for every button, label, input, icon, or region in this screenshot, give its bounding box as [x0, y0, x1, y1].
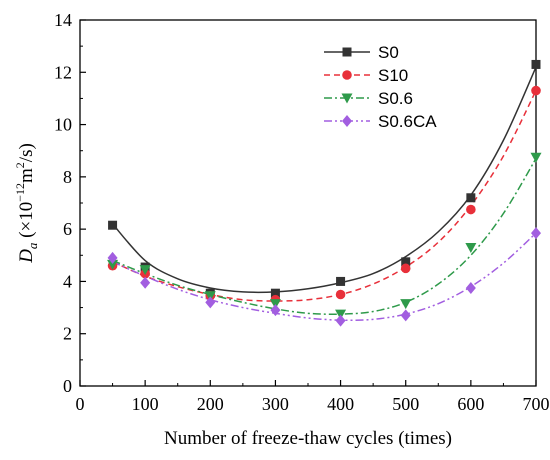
- y-tick-label: 14: [54, 10, 72, 30]
- fit-line-s0: [112, 66, 537, 294]
- point-s0: [108, 220, 118, 230]
- y-tick-label: 4: [63, 271, 72, 291]
- y-tick-label: 8: [63, 167, 72, 187]
- x-tick-label: 700: [523, 394, 550, 414]
- legend-label-s10: S10: [378, 66, 408, 85]
- point-s0-6: [269, 299, 281, 310]
- point-s0-6: [400, 299, 412, 310]
- point-s10: [466, 204, 476, 215]
- point-s0: [401, 257, 411, 267]
- point-s0-6: [107, 259, 119, 270]
- point-s10: [400, 263, 411, 274]
- legend-label-s0-6: S0.6: [378, 89, 413, 108]
- point-s0-6ca: [140, 276, 151, 289]
- x-tick-label: 600: [457, 394, 484, 414]
- legend-marker-s0-6ca: [342, 115, 352, 127]
- y-tick-label: 0: [63, 376, 72, 396]
- point-s10: [335, 289, 346, 300]
- x-axis-title: Number of freeze-thaw cycles (times): [164, 428, 452, 449]
- plot-frame: [79, 19, 537, 387]
- point-s0-6ca: [465, 281, 476, 294]
- x-tick-label: 0: [76, 394, 85, 414]
- point-s0-6ca: [335, 314, 346, 327]
- point-s0-6ca: [107, 251, 118, 264]
- legend-marker-s10: [342, 70, 352, 80]
- y-axis-unit-end: /s): [16, 143, 37, 162]
- point-s10: [531, 85, 541, 96]
- point-s0-6ca: [205, 296, 216, 309]
- legend-label-s0: S0: [378, 43, 399, 62]
- data-markers: [107, 59, 542, 327]
- x-tick-label: 200: [197, 394, 224, 414]
- x-tick-label: 400: [327, 394, 354, 414]
- point-s0-6ca: [531, 227, 541, 240]
- point-s0: [270, 288, 280, 298]
- x-axis: 0 100 200 300 400 500 600 700: [76, 380, 550, 414]
- point-s0: [336, 276, 346, 286]
- y-axis-title: Da (×10−12m2/s): [13, 143, 40, 264]
- x-tick-label: 100: [132, 394, 159, 414]
- y-axis: 0 2 4 6 8 10 12 14: [54, 10, 86, 396]
- plot-area: [79, 19, 542, 387]
- y-tick-label: 2: [63, 324, 72, 344]
- y-axis-unit-open: (×10: [16, 202, 37, 243]
- point-s0: [531, 59, 541, 69]
- legend-marker-s0-6: [341, 93, 353, 104]
- y-tick-label: 6: [63, 219, 72, 239]
- point-s0: [466, 193, 476, 203]
- point-s0-6: [465, 242, 477, 253]
- y-tick-label: 12: [54, 62, 72, 82]
- y-tick-label: 10: [54, 115, 72, 135]
- point-s0-6ca: [400, 309, 411, 322]
- point-s0-6: [204, 291, 216, 302]
- legend-label-s0-6ca: S0.6CA: [378, 112, 437, 131]
- point-s0-6ca: [270, 304, 281, 317]
- fit-line-s0-6: [112, 158, 537, 315]
- x-tick-label: 500: [392, 394, 419, 414]
- legend-marker-s0: [342, 47, 352, 57]
- point-s0-6: [530, 152, 542, 163]
- y-axis-subscript: a: [25, 242, 40, 249]
- legend: S0 S10 S0.6 S0.6CA: [324, 43, 437, 131]
- y-axis-unit-mid: m: [16, 168, 37, 183]
- x-tick-label: 300: [262, 394, 289, 414]
- y-axis-exponent: −12: [13, 183, 27, 202]
- y-axis-symbol: D: [16, 249, 37, 264]
- y-axis-unit-exp: 2: [13, 162, 27, 168]
- point-s0-6: [335, 309, 347, 320]
- point-s0-6: [139, 265, 151, 276]
